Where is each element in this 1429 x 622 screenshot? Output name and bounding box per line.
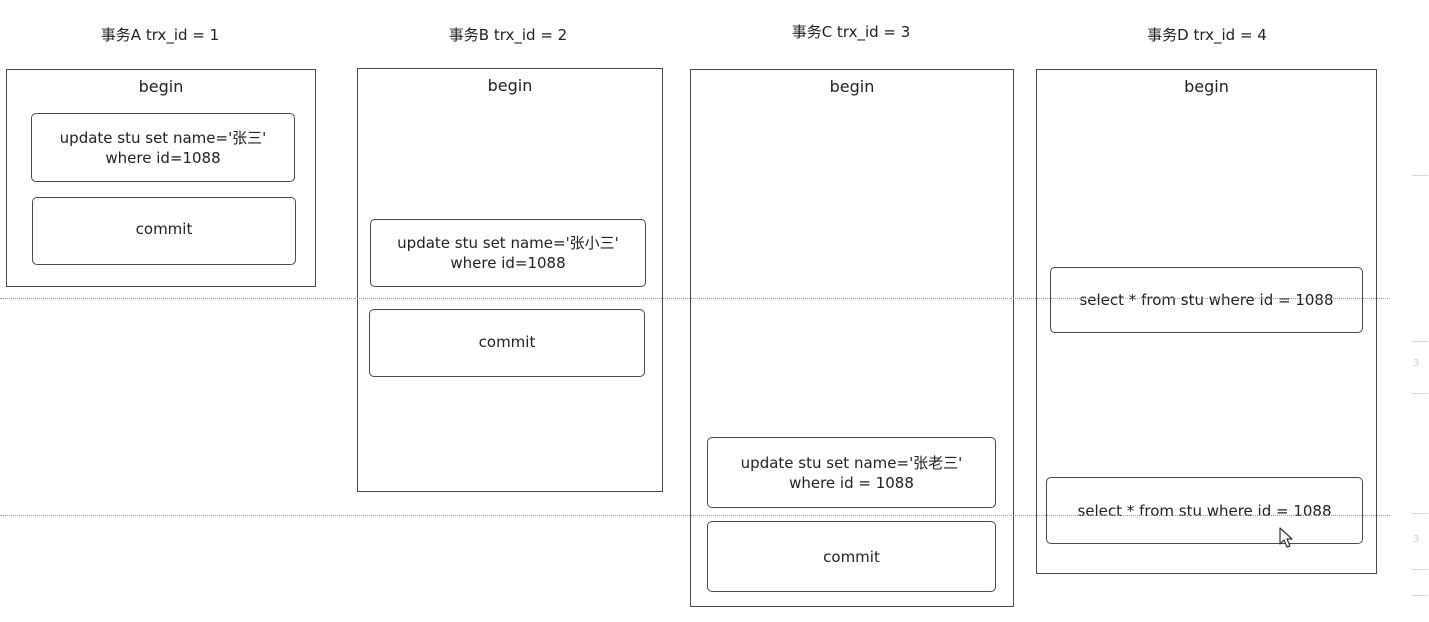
- edge-divider-mark: [1412, 175, 1428, 176]
- transaction-d-title: 事务D trx_id = 4: [1147, 26, 1267, 44]
- transaction-a-update-line2: where id=1088: [105, 148, 221, 167]
- edge-divider-mark: [1412, 341, 1428, 342]
- edge-glyph: 3: [1413, 358, 1420, 369]
- mouse-cursor-icon: [1279, 527, 1293, 548]
- transaction-a-commit-label: commit: [135, 220, 193, 238]
- transaction-b-update-line2: where id=1088: [450, 254, 566, 272]
- transaction-d-select-box-2: select * from stu where id = 1088: [1046, 477, 1363, 544]
- transaction-a-commit-box: commit: [32, 197, 296, 265]
- transaction-b-update-box: update stu set name='张小三' where id=1088: [370, 219, 646, 287]
- transaction-c-update-line2: where id = 1088: [789, 473, 914, 492]
- transaction-a-begin: begin: [138, 77, 184, 96]
- transaction-b-update-line1: update stu set name='张小三': [397, 234, 619, 252]
- transaction-c-title: 事务C trx_id = 3: [791, 23, 911, 41]
- edge-divider-mark: [1412, 569, 1428, 570]
- transaction-d-begin: begin: [1184, 77, 1229, 96]
- transaction-b-column: begin update stu set name='张小三' where id…: [357, 68, 663, 492]
- edge-divider-mark: [1412, 513, 1428, 514]
- transaction-c-update-box: update stu set name='张老三' where id = 108…: [707, 437, 996, 508]
- transaction-c-column: begin update stu set name='张老三' where id…: [690, 69, 1014, 607]
- timeline-divider-1: [0, 298, 1390, 299]
- transaction-a-update-box: update stu set name='张三' where id=1088: [31, 113, 295, 182]
- timeline-divider-2: [0, 515, 1390, 516]
- transaction-c-commit-box: commit: [707, 521, 996, 592]
- transaction-a-update-line1: update stu set name='张三': [59, 128, 267, 147]
- transaction-d-select-1-text: select * from stu where id = 1088: [1079, 291, 1334, 309]
- edge-divider-mark: [1412, 393, 1428, 394]
- transaction-b-begin: begin: [487, 76, 533, 95]
- transaction-b-commit-label: commit: [478, 333, 536, 351]
- transaction-a-column: begin update stu set name='张三' where id=…: [6, 69, 316, 287]
- transaction-d-column: begin select * from stu where id = 1088 …: [1036, 69, 1377, 574]
- transaction-a-title: 事务A trx_id = 1: [100, 26, 220, 44]
- transaction-d-select-box-1: select * from stu where id = 1088: [1050, 267, 1363, 333]
- transaction-c-begin: begin: [829, 77, 875, 96]
- transaction-b-commit-box: commit: [369, 309, 645, 377]
- transaction-c-update-line1: update stu set name='张老三': [740, 453, 963, 472]
- transaction-c-commit-label: commit: [823, 548, 880, 566]
- edge-divider-mark: [1412, 595, 1428, 596]
- edge-glyph: 3: [1413, 534, 1420, 545]
- transaction-d-select-2-text: select * from stu where id = 1088: [1077, 501, 1332, 520]
- transaction-b-title: 事务B trx_id = 2: [448, 26, 568, 44]
